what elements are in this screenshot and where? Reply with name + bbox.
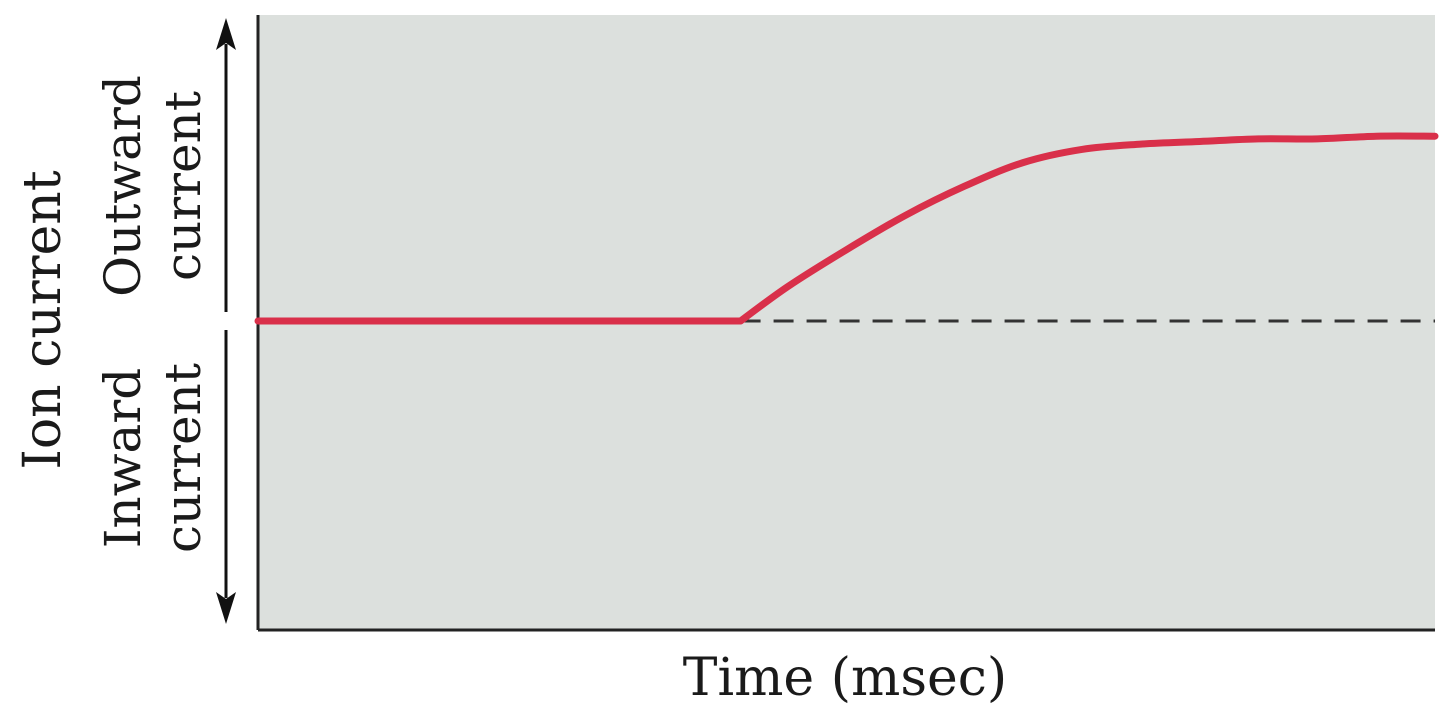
inward-arrowhead-icon <box>216 592 236 624</box>
outward-label-line-1: Outward <box>94 75 152 297</box>
y-direction-arrow <box>216 18 236 624</box>
inward-label-line-1: Inward <box>94 368 152 548</box>
outward-label-line-2: current <box>154 91 212 281</box>
current-trace-line <box>254 132 1439 325</box>
outward-current-label: Outward current <box>94 75 212 297</box>
x-axis-label: Time (msec) <box>683 648 1007 708</box>
inward-label-line-2: current <box>154 363 212 553</box>
inward-current-label: Inward current <box>94 363 212 553</box>
y-axis-label: Ion current <box>13 170 73 469</box>
outward-arrowhead-icon <box>216 18 236 50</box>
